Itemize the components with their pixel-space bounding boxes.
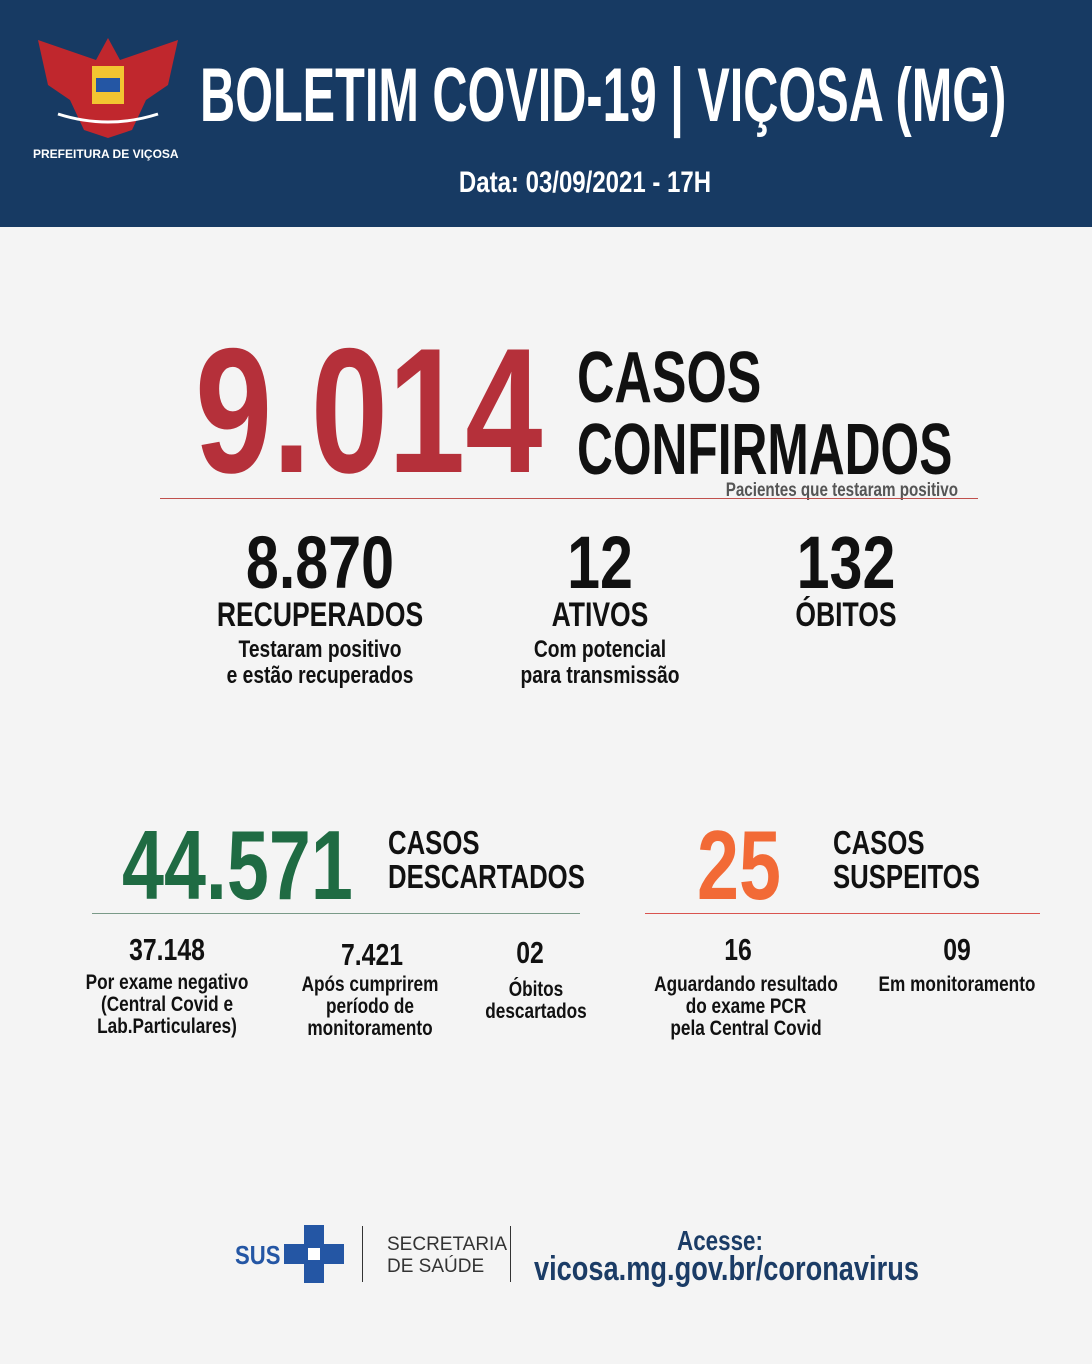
- item-desc: Aguardando resultado do exame PCR pela C…: [639, 974, 852, 1040]
- divider: [92, 913, 580, 914]
- item-desc-line: Em monitoramento: [878, 973, 1036, 996]
- item-value: 09: [943, 932, 971, 967]
- stat-desc: Com potencial: [533, 636, 667, 663]
- divider: [160, 498, 978, 499]
- item-desc-line: Por exame negativo: [85, 971, 249, 994]
- item-desc-line: Lab.Particulares): [97, 1015, 237, 1038]
- stat-desc: para transmissão: [520, 662, 680, 689]
- stat-desc: e estão recuperados: [226, 662, 414, 689]
- access: Acesse:: [677, 1225, 763, 1256]
- item-value: 02: [516, 935, 544, 970]
- item-desc-line: Óbitos: [508, 978, 564, 1001]
- item-desc-line: monitoramento: [307, 1017, 433, 1040]
- item-value: 16: [724, 932, 752, 967]
- suspected-value: 25: [697, 810, 781, 920]
- stat-value: 132: [796, 521, 896, 604]
- item-desc: Após cumprirem período de monitoramento: [272, 974, 469, 1040]
- confirmed-note: Pacientes que testaram positivo: [725, 480, 958, 501]
- divider: [645, 913, 1040, 914]
- stat-label: RECUPERADOS: [216, 596, 424, 634]
- discarded-label: CASOS: [388, 824, 480, 861]
- confirmed-label: CONFIRMADOS: [577, 410, 953, 490]
- divider: [510, 1226, 511, 1282]
- item-desc-line: período de: [325, 995, 415, 1018]
- logo-emblem: [38, 38, 178, 138]
- sus-text: SUS: [235, 1240, 281, 1270]
- item-desc-line: (Central Covid e: [100, 993, 234, 1016]
- secretaria: SECRETARIA: [387, 1234, 508, 1255]
- item-desc: Óbitos descartados: [438, 979, 635, 1023]
- stat-label: ATIVOS: [551, 596, 649, 634]
- confirmed-value: 9.014: [195, 311, 543, 510]
- discarded-label: DESCARTADOS: [388, 858, 585, 895]
- item-desc: Em monitoramento: [859, 974, 1056, 996]
- date: Data: 03/09/2021 - 17H: [458, 166, 712, 199]
- item-desc-line: do exame PCR: [685, 995, 807, 1018]
- url[interactable]: vicosa.mg.gov.br/coronavirus: [534, 1250, 919, 1288]
- stat-desc: Testaram positivo: [238, 636, 402, 663]
- logo-text: PREFEITURA DE VIÇOSA: [33, 147, 179, 161]
- item-value: 7.421: [340, 937, 404, 972]
- confirmed-label: CASOS: [577, 338, 762, 418]
- suspected-label: SUSPEITOS: [833, 858, 980, 895]
- header: PREFEITURA DE VIÇOSA BOLETIM COVID-19 | …: [0, 0, 1092, 227]
- item-desc: Por exame negativo (Central Covid e Lab.…: [69, 972, 266, 1038]
- stat-value: 12: [567, 521, 633, 604]
- item-desc-line: descartados: [485, 1000, 587, 1023]
- discarded-value: 44.571: [122, 810, 353, 920]
- divider: [362, 1226, 363, 1282]
- stat-label: ÓBITOS: [795, 596, 897, 634]
- stat-value: 8.870: [245, 521, 395, 604]
- title: BOLETIM COVID-19 | VIÇOSA (MG): [200, 53, 1007, 138]
- item-value: 37.148: [129, 932, 205, 967]
- item-desc-line: Após cumprirem: [301, 973, 439, 996]
- secretaria: DE SAÚDE: [387, 1256, 485, 1277]
- suspected-label: CASOS: [833, 824, 925, 861]
- item-desc-line: pela Central Covid: [670, 1017, 822, 1040]
- item-desc-line: Aguardando resultado: [654, 973, 838, 996]
- sus-cross: [284, 1225, 344, 1283]
